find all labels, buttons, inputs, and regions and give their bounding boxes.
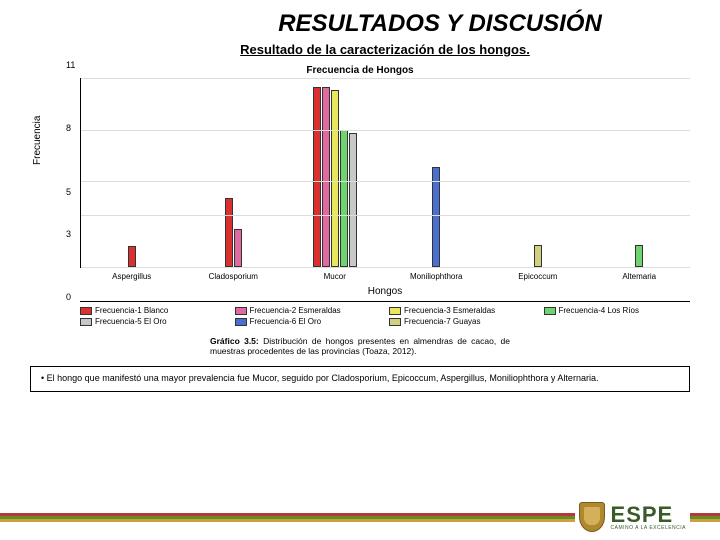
bar (331, 90, 339, 267)
x-category: Aspergillus (81, 272, 183, 281)
legend-item: Frecuencia-5 El Oro (80, 317, 227, 326)
y-tick: 0 (66, 292, 71, 302)
bar (340, 130, 348, 267)
chart-title: Frecuencia de Hongos (30, 65, 690, 76)
bar-group: Altemaria (589, 78, 691, 267)
legend-label: Frecuencia-5 El Oro (95, 317, 167, 326)
gridline (81, 78, 690, 79)
x-category: Cladosporium (183, 272, 285, 281)
caption-label: Gráfico 3.5: (210, 336, 259, 346)
legend-label: Frecuencia-7 Guayas (404, 317, 480, 326)
bar-group: Moniliophthora (386, 78, 488, 267)
logo-sub: CAMINO A LA EXCELENCIA (611, 526, 686, 531)
legend-label: Frecuencia-4 Los Ríos (559, 306, 639, 315)
bar-group: Aspergillus (81, 78, 183, 267)
logo-main: ESPE (611, 504, 686, 526)
chart-caption: Gráfico 3.5: Distribución de hongos pres… (210, 336, 510, 356)
page-title: RESULTADOS Y DISCUSIÓN (0, 0, 720, 42)
legend-item: Frecuencia-1 Blanco (80, 306, 227, 315)
plot-area: AspergillusCladosporiumMucorMoniliophtho… (80, 78, 690, 268)
bar (349, 133, 357, 267)
gridline (81, 181, 690, 182)
note-box: • El hongo que manifestó una mayor preva… (30, 366, 690, 392)
legend-label: Frecuencia-2 Esmeraldas (250, 306, 341, 315)
bar (432, 167, 440, 267)
bar (128, 246, 136, 267)
y-tick: 5 (66, 187, 71, 197)
legend-swatch (80, 307, 92, 315)
gridline (81, 130, 690, 131)
y-axis-label: Frecuencia (32, 116, 43, 165)
x-axis-label: Hongos (80, 286, 690, 297)
legend-swatch (544, 307, 556, 315)
logo-text: ESPE CAMINO A LA EXCELENCIA (611, 504, 686, 531)
legend: Frecuencia-1 Blanco Frecuencia-2 Esmerald… (80, 301, 690, 326)
legend-swatch (389, 307, 401, 315)
legend-item: Frecuencia-3 Esmeraldas (389, 306, 536, 315)
legend-swatch (389, 318, 401, 326)
legend-label: Frecuencia-6 El Oro (250, 317, 322, 326)
bar-group: Epicoccum (487, 78, 589, 267)
logo: ESPE CAMINO A LA EXCELENCIA (575, 500, 690, 534)
chart-container: Frecuencia de Hongos Frecuencia Aspergil… (30, 65, 690, 297)
legend-label: Frecuencia-1 Blanco (95, 306, 168, 315)
bar (234, 229, 242, 267)
bar-group: Cladosporium (183, 78, 285, 267)
bar (322, 87, 330, 267)
bar (635, 245, 643, 267)
bar (534, 245, 542, 267)
y-tick: 11 (66, 60, 75, 70)
page-subtitle: Resultado de la caracterización de los h… (0, 42, 720, 57)
y-tick: 8 (66, 123, 71, 133)
legend-swatch (235, 307, 247, 315)
shield-icon (579, 502, 605, 532)
legend-swatch (235, 318, 247, 326)
legend-item: Frecuencia-7 Guayas (389, 317, 536, 326)
legend-swatch (80, 318, 92, 326)
legend-label: Frecuencia-3 Esmeraldas (404, 306, 495, 315)
y-tick: 3 (66, 229, 71, 239)
x-category: Altemaria (589, 272, 691, 281)
legend-item: Frecuencia-6 El Oro (235, 317, 382, 326)
legend-item: Frecuencia-4 Los Ríos (544, 306, 691, 315)
bar (313, 87, 321, 267)
x-category: Moniliophthora (386, 272, 488, 281)
x-category: Mucor (284, 272, 386, 281)
x-category: Epicoccum (487, 272, 589, 281)
gridline (81, 215, 690, 216)
bars-layer: AspergillusCladosporiumMucorMoniliophtho… (81, 78, 690, 267)
legend-item: Frecuencia-2 Esmeraldas (235, 306, 382, 315)
bar (225, 198, 233, 267)
gridline (81, 267, 690, 268)
bar-group: Mucor (284, 78, 386, 267)
